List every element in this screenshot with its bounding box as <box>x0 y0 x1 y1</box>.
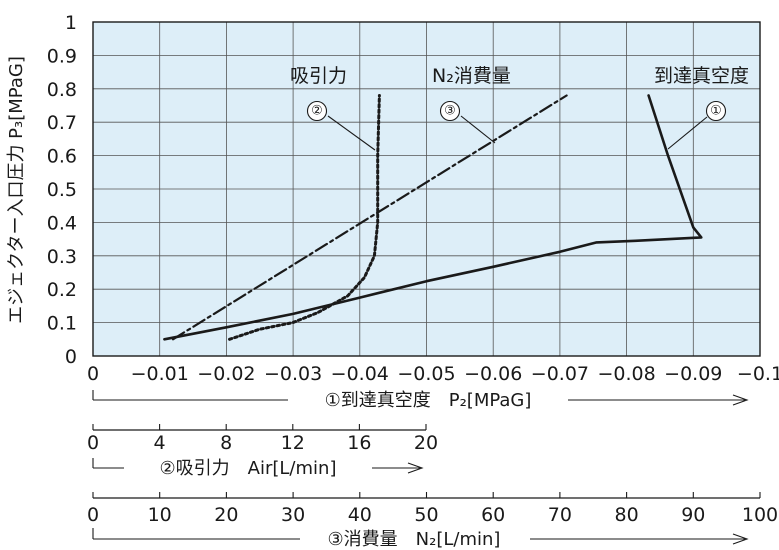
y-tick-label: 0.8 <box>47 79 77 101</box>
x-axis-vacuum-tick-label: −0.02 <box>197 363 255 385</box>
x-axis-vacuum-ticks: 0 −0.01 −0.02 −0.03 −0.04 −0.05 −0.06 −0.07 −0.0… <box>87 363 779 385</box>
series-consumption-line <box>171 94 568 341</box>
x-axis-suction-tick-label: 4 <box>154 432 166 454</box>
x-axis-consumption-tick-label: 20 <box>214 504 238 526</box>
x-axis-vacuum-tick-label: −0.01 <box>131 363 189 385</box>
x-axis-suction-arrow <box>92 458 424 474</box>
x-axis-vacuum-tick-label: −0.04 <box>331 363 389 385</box>
x-axis-vacuum-tick-label: −0.1 <box>737 363 779 385</box>
y-tick-label: 0.6 <box>47 146 77 168</box>
x-axis-vacuum-arrow <box>92 390 749 406</box>
x-axis-vacuum-tick-label: −0.07 <box>531 363 589 385</box>
y-axis-label: エジェクター入口圧力 P₃[MPaG] <box>6 56 27 324</box>
x-axis-suction-tick-label: 0 <box>87 432 99 454</box>
x-axis-vacuum-tick-label: −0.09 <box>664 363 722 385</box>
x-axis-consumption-tick-label: 30 <box>281 504 305 526</box>
y-tick-label: 1 <box>65 12 77 34</box>
x-axis-suction-tick-label: 16 <box>347 432 371 454</box>
x-axis-suction-tick-label: 12 <box>281 432 305 454</box>
y-tick-label: 0.5 <box>47 179 77 201</box>
x-axis-consumption-ticks: 0 10 20 30 40 50 60 70 80 90 100 <box>87 492 778 526</box>
x-axis-consumption-tick-label: 100 <box>742 504 778 526</box>
marker-1: ① <box>710 104 722 119</box>
series-suction-line <box>228 94 381 341</box>
x-axis-consumption-tick-label: 80 <box>615 504 639 526</box>
annotation-consumption: N₂消費量 <box>432 65 511 87</box>
leader-vacuum <box>667 100 727 150</box>
x-axis-vacuum-tick-label: −0.08 <box>597 363 655 385</box>
series-vacuum-line <box>163 94 703 341</box>
y-tick-label: 0.2 <box>47 279 77 301</box>
x-axis-suction-ticks: 0 4 8 12 16 20 <box>87 424 438 454</box>
x-axis-suction-label: ②吸引力 Air[L/min] <box>160 458 337 479</box>
annotation-suction: 吸引力 <box>290 65 347 87</box>
y-tick-label: 0.7 <box>47 112 77 134</box>
grid <box>93 22 760 356</box>
x-axis-consumption-arrow <box>92 528 749 545</box>
y-tick-labels: 0 0.1 0.2 0.3 0.4 0.5 0.6 0.7 0.8 0.9 1 <box>47 12 77 368</box>
x-axis-consumption-tick-label: 40 <box>348 504 372 526</box>
x-axis-consumption-tick-label: 0 <box>87 504 99 526</box>
y-tick-label: 0.9 <box>47 45 77 67</box>
plot-frame <box>92 21 761 357</box>
marker-circle-3 <box>439 100 461 122</box>
x-axis-consumption-tick-label: 60 <box>481 504 505 526</box>
x-axis-consumption-tick-label: 50 <box>414 504 438 526</box>
y-tick-label: 0.1 <box>47 313 77 335</box>
x-axis-vacuum-tick-label: 0 <box>87 363 99 385</box>
x-axis-consumption-tick-label: 90 <box>681 504 705 526</box>
leader-suction <box>306 100 376 151</box>
x-axis-suction-tick-label: 20 <box>414 432 438 454</box>
x-axis-vacuum-tick-label: −0.05 <box>397 363 455 385</box>
y-tick-label: 0.3 <box>47 246 77 268</box>
x-axis-suction-tick-label: 8 <box>220 432 232 454</box>
y-tick-label: 0 <box>65 346 77 368</box>
marker-circle-2 <box>306 100 328 122</box>
annotation-vacuum: 到達真空度 <box>654 65 749 87</box>
y-axis-label-group: エジェクター入口圧力 P₃[MPaG] <box>6 56 27 324</box>
series-group <box>163 94 703 341</box>
x-axis-consumption-tick-label: 10 <box>148 504 172 526</box>
marker-3: ③ <box>444 104 456 119</box>
marker-2: ② <box>311 104 323 119</box>
leader-consumption <box>439 100 496 144</box>
x-axis-consumption-label: ③消費量 N₂[L/min] <box>328 529 501 550</box>
x-axis-vacuum-tick-label: −0.06 <box>464 363 522 385</box>
x-axis-consumption-tick-label: 70 <box>548 504 572 526</box>
marker-circle-1 <box>705 100 727 122</box>
x-axis-vacuum-label: ①到達真空度 P₂[MPaG] <box>325 390 532 411</box>
y-tick-label: 0.4 <box>47 212 77 234</box>
x-axis-vacuum-tick-label: −0.03 <box>264 363 322 385</box>
